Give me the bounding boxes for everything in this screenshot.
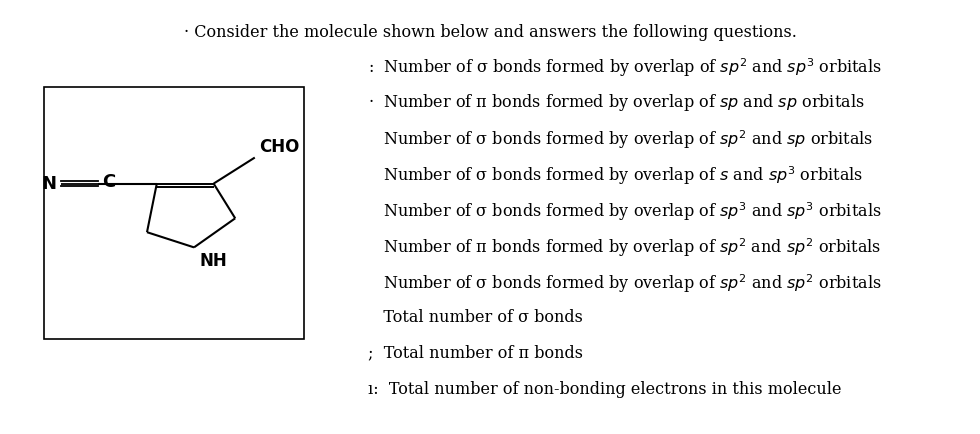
Text: ·  Number of π bonds formed by overlap of $\mathit{sp}$ and $\mathit{sp}$ orbita: · Number of π bonds formed by overlap of… — [368, 92, 864, 113]
Text: N: N — [42, 174, 57, 193]
Text: Number of σ bonds formed by overlap of $\mathit{sp}^2$ and $\mathit{sp}^2$ orbit: Number of σ bonds formed by overlap of $… — [368, 273, 881, 295]
Text: Number of π bonds formed by overlap of $\mathit{sp}^2$ and $\mathit{sp}^2$ orbit: Number of π bonds formed by overlap of $… — [368, 237, 881, 259]
Text: Number of σ bonds formed by overlap of $\mathit{sp}^2$ and $\mathit{sp}$ orbital: Number of σ bonds formed by overlap of $… — [368, 128, 873, 151]
Text: C: C — [102, 173, 116, 191]
Text: Number of σ bonds formed by overlap of $\mathit{sp}^3$ and $\mathit{sp}^3$ orbit: Number of σ bonds formed by overlap of $… — [368, 201, 881, 223]
Text: · Consider the molecule shown below and answers the following questions.: · Consider the molecule shown below and … — [183, 24, 797, 41]
Bar — [44, 87, 304, 339]
Text: :  Number of σ bonds formed by overlap of $\mathit{sp}^2$ and $\mathit{sp}^3$ or: : Number of σ bonds formed by overlap of… — [368, 56, 881, 79]
Text: ı:  Total number of non-bonding electrons in this molecule: ı: Total number of non-bonding electrons… — [368, 381, 841, 398]
Text: Number of σ bonds formed by overlap of $\mathit{s}$ and $\mathit{sp}^3$ orbitals: Number of σ bonds formed by overlap of $… — [368, 164, 862, 187]
Text: ;  Total number of π bonds: ; Total number of π bonds — [368, 345, 582, 362]
Text: Total number of σ bonds: Total number of σ bonds — [368, 309, 582, 326]
Text: NH: NH — [200, 252, 227, 270]
Text: CHO: CHO — [259, 138, 299, 156]
